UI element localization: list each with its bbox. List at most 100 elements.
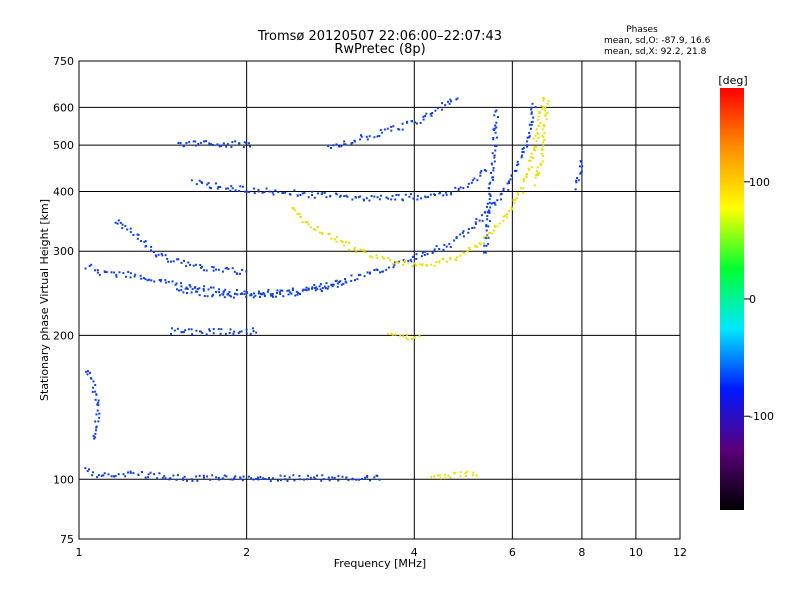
echo-point <box>544 109 546 112</box>
echo-point <box>217 328 220 331</box>
echo-point <box>319 283 322 286</box>
echo-point <box>140 240 143 242</box>
echo-point <box>170 260 172 263</box>
echo-point <box>150 249 152 252</box>
echo-point <box>427 196 429 198</box>
echo-point <box>312 228 315 231</box>
echo-point <box>410 193 413 196</box>
echo-point <box>219 294 221 297</box>
echo-point <box>330 283 333 286</box>
echo-point <box>222 270 224 273</box>
echo-point <box>485 225 488 228</box>
echo-point <box>299 216 302 219</box>
echo-point <box>366 476 369 479</box>
echo-point <box>118 271 121 274</box>
echo-point <box>459 233 462 236</box>
echo-point <box>177 142 180 144</box>
echo-point <box>526 136 529 139</box>
echo-point <box>139 274 142 277</box>
echo-point <box>493 114 496 117</box>
echo-point <box>495 121 498 124</box>
echo-point <box>543 125 546 128</box>
echo-point <box>487 242 490 245</box>
echo-point <box>134 273 137 276</box>
echo-point <box>488 232 490 235</box>
echo-point <box>116 222 119 225</box>
echo-point <box>336 285 339 288</box>
echo-point <box>510 208 513 211</box>
echo-point <box>276 289 279 292</box>
echo-point <box>320 193 323 196</box>
echo-point <box>249 294 252 297</box>
echo-point <box>541 134 544 137</box>
echo-point <box>287 293 290 296</box>
echo-point <box>516 191 519 194</box>
echo-point <box>259 292 262 295</box>
echo-point <box>331 476 334 479</box>
echo-point <box>483 169 486 171</box>
echo-point <box>343 143 345 146</box>
echo-point <box>415 253 418 256</box>
echo-point <box>412 255 414 258</box>
echo-point <box>181 331 184 334</box>
echo-point <box>247 142 250 145</box>
y-axis-ticks: 75 100 200 300 400 500 600 750 <box>53 55 74 546</box>
echo-point <box>245 291 248 294</box>
echo-point <box>100 474 103 477</box>
echo-point <box>387 197 390 200</box>
echo-point <box>230 295 232 298</box>
echo-point <box>472 474 474 477</box>
echo-point <box>325 282 328 285</box>
echo-point <box>502 187 505 190</box>
echo-point <box>541 128 544 131</box>
echo-point <box>234 189 237 192</box>
echo-point <box>520 156 523 159</box>
echo-point <box>286 289 289 292</box>
echo-point <box>530 106 533 109</box>
echo-point <box>489 232 492 235</box>
echo-point <box>332 144 335 147</box>
echo-point <box>217 186 220 188</box>
echo-point <box>542 97 545 100</box>
echo-point <box>245 328 248 331</box>
echo-point <box>335 193 338 196</box>
echo-point <box>395 261 398 264</box>
echo-point <box>327 145 330 148</box>
echo-point <box>386 127 389 130</box>
echo-point <box>219 186 222 188</box>
echo-point <box>187 261 190 264</box>
echo-point <box>103 472 106 475</box>
echo-point <box>442 194 445 197</box>
echo-point <box>276 292 278 294</box>
echo-point <box>296 194 299 197</box>
phase-annotation: Phases mean, sd,O: -87.9, 16.6 mean, sd,… <box>604 25 711 57</box>
echo-point <box>575 179 578 182</box>
echo-point <box>424 115 427 117</box>
echo-point <box>490 162 493 165</box>
echo-point <box>223 474 226 477</box>
echo-point <box>164 477 167 480</box>
echo-point <box>252 330 255 333</box>
echo-point <box>173 329 176 332</box>
echo-point <box>486 205 488 208</box>
echo-point <box>492 176 495 179</box>
echo-point <box>478 242 481 245</box>
echo-point <box>239 272 241 275</box>
echo-point <box>358 274 360 277</box>
echo-point <box>540 164 543 166</box>
echo-point <box>271 477 274 480</box>
echo-point <box>486 211 489 214</box>
echo-point <box>407 259 410 262</box>
echo-point <box>402 199 404 202</box>
echo-point <box>320 479 323 482</box>
echo-point <box>541 148 544 151</box>
echo-point <box>323 285 326 288</box>
echo-point <box>531 157 534 160</box>
echo-point <box>225 475 228 478</box>
y-tick-label: 600 <box>53 101 74 114</box>
echo-point <box>84 267 87 270</box>
echo-point <box>206 295 209 298</box>
echo-point <box>345 194 348 197</box>
echo-point <box>423 254 426 256</box>
echo-point <box>233 476 236 479</box>
